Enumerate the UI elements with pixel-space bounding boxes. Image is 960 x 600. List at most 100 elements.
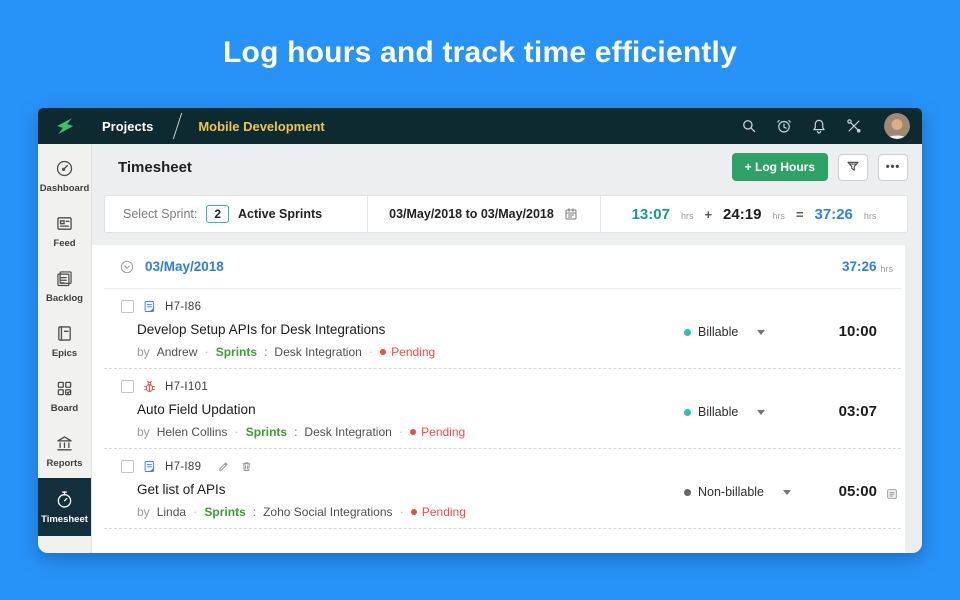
billable-dot — [684, 408, 691, 416]
user-avatar[interactable] — [884, 113, 910, 139]
owner-name: Helen Collins — [156, 424, 228, 439]
status-label: Pending — [421, 424, 466, 439]
filter-button[interactable] — [838, 153, 868, 181]
item-meta: by Helen Collins · Sprints : Desk Integr… — [137, 424, 905, 439]
billable-dot — [684, 328, 691, 336]
timesheet-row: H7-I101 Auto Field Updation by Helen Col… — [92, 369, 905, 448]
edit-pencil-icon[interactable] — [217, 460, 230, 473]
breadcrumb-product[interactable]: Projects — [102, 118, 154, 134]
item-meta: by Andrew · Sprints : Desk Integration ·… — [137, 344, 905, 359]
bank-chart-icon — [54, 433, 75, 454]
sprint-name: Desk Integration — [274, 344, 362, 359]
date-group-header: 03/May/2018 37:26 hrs — [92, 245, 905, 288]
billing-selector[interactable]: Billable — [684, 325, 766, 339]
date-range-picker[interactable]: 03/May/2018 to 03/May/2018 — [368, 206, 600, 222]
status-dot — [410, 428, 417, 435]
sidebar-item-label: Reports — [46, 457, 83, 469]
sidebar-item-feed[interactable]: Feed — [38, 203, 91, 258]
dot-separator: · — [399, 504, 404, 519]
sprints-label: Sprints — [204, 504, 246, 519]
sprints-logo — [38, 108, 92, 144]
stopwatch-icon — [54, 489, 75, 510]
chevron-down-circle-icon[interactable] — [119, 259, 135, 275]
delete-trash-icon[interactable] — [240, 460, 253, 473]
search-icon[interactable] — [740, 117, 758, 135]
dot-separator: · — [398, 424, 404, 439]
dot-separator: · — [368, 344, 374, 359]
by-label: by — [137, 424, 150, 439]
date-range-text: 03/May/2018 to 03/May/2018 — [389, 207, 554, 221]
sprint-selector-bar: Select Sprint: 2 Active Sprints 03/May/2… — [104, 195, 908, 233]
sidebar-item-label: Feed — [53, 237, 76, 249]
story-item-icon — [142, 299, 157, 314]
item-id[interactable]: H7-I89 — [165, 460, 202, 473]
divider — [367, 196, 368, 232]
equals-sign: = — [795, 206, 804, 222]
sidebar-item-reports[interactable]: Reports — [38, 423, 91, 478]
sprints-label: Sprints — [215, 344, 258, 359]
sidebar-item-board[interactable]: Board — [38, 368, 91, 423]
status-badge: Pending — [380, 345, 435, 359]
sidebar-item-backlog[interactable]: Backlog — [38, 258, 91, 313]
status-label: Pending — [421, 504, 466, 519]
chevron-down-icon — [757, 329, 766, 335]
non-billable-dot — [684, 488, 691, 496]
billing-selector[interactable]: Billable — [684, 405, 766, 419]
bug-item-icon — [142, 379, 157, 394]
grand-total: 37:26 — [814, 205, 853, 223]
status-dot — [410, 508, 417, 515]
colon: : — [264, 344, 268, 359]
navbar-actions — [740, 113, 922, 139]
item-id[interactable]: H7-I86 — [165, 300, 202, 313]
main-content: Timesheet + Log Hours ••• Select Sprint:… — [92, 144, 922, 553]
sidebar-item-label: Epics — [51, 347, 78, 359]
hrs-unit: hrs — [863, 211, 877, 221]
item-id[interactable]: H7-I101 — [165, 380, 209, 393]
billing-selector[interactable]: Non-billable — [684, 485, 792, 499]
sprint-select-section: Select Sprint: 2 Active Sprints — [105, 205, 367, 223]
note-icon[interactable] — [885, 487, 899, 501]
group-date-link[interactable]: 03/May/2018 — [145, 259, 224, 274]
sprint-type-label[interactable]: Active Sprints — [238, 207, 323, 221]
sprint-count-badge[interactable]: 2 — [206, 205, 230, 223]
breadcrumb-project[interactable]: Mobile Development — [198, 118, 325, 134]
logged-time: 03:07 — [838, 403, 877, 420]
sidebar-item-dashboard[interactable]: Dashboard — [38, 148, 91, 203]
owner-name: Andrew — [156, 344, 198, 359]
sidebar-item-timesheet[interactable]: Timesheet — [38, 478, 91, 536]
page-title: Log hours and track time efficiently — [223, 36, 737, 69]
non-billable-total: 24:19 — [723, 205, 762, 223]
tools-icon[interactable] — [845, 117, 863, 135]
status-label: Pending — [391, 344, 436, 359]
divider — [600, 196, 601, 232]
status-dot — [380, 348, 387, 355]
backlog-icon — [54, 268, 75, 289]
sprints-logo-icon — [53, 114, 77, 138]
row-checkbox[interactable] — [121, 300, 134, 313]
more-options-button[interactable]: ••• — [878, 153, 908, 181]
alarm-clock-icon[interactable] — [775, 117, 793, 135]
billable-total: 13:07 — [631, 205, 670, 223]
select-sprint-label: Select Sprint: — [123, 207, 198, 221]
item-title[interactable]: Auto Field Updation — [137, 402, 256, 417]
item-title[interactable]: Get list of APIs — [137, 482, 226, 497]
board-icon — [54, 378, 75, 399]
sidebar-item-epics[interactable]: Epics — [38, 313, 91, 368]
log-hours-button[interactable]: + Log Hours — [731, 153, 828, 181]
status-badge: Pending — [410, 425, 465, 439]
calendar-icon — [563, 206, 579, 222]
logged-time: 05:00 — [838, 483, 877, 500]
row-actions — [217, 460, 253, 473]
bell-icon[interactable] — [810, 117, 828, 135]
row-checkbox[interactable] — [121, 380, 134, 393]
row-checkbox[interactable] — [121, 460, 134, 473]
billing-label: Billable — [698, 405, 739, 419]
billing-label: Non-billable — [698, 485, 765, 499]
sidebar: Dashboard Feed Backlog Epics Board — [38, 144, 92, 553]
colon: : — [294, 424, 298, 439]
billing-label: Billable — [698, 325, 739, 339]
top-navbar: Projects Mobile Development — [38, 108, 922, 144]
sidebar-item-label: Backlog — [46, 292, 83, 304]
item-title[interactable]: Develop Setup APIs for Desk Integrations — [137, 322, 386, 337]
